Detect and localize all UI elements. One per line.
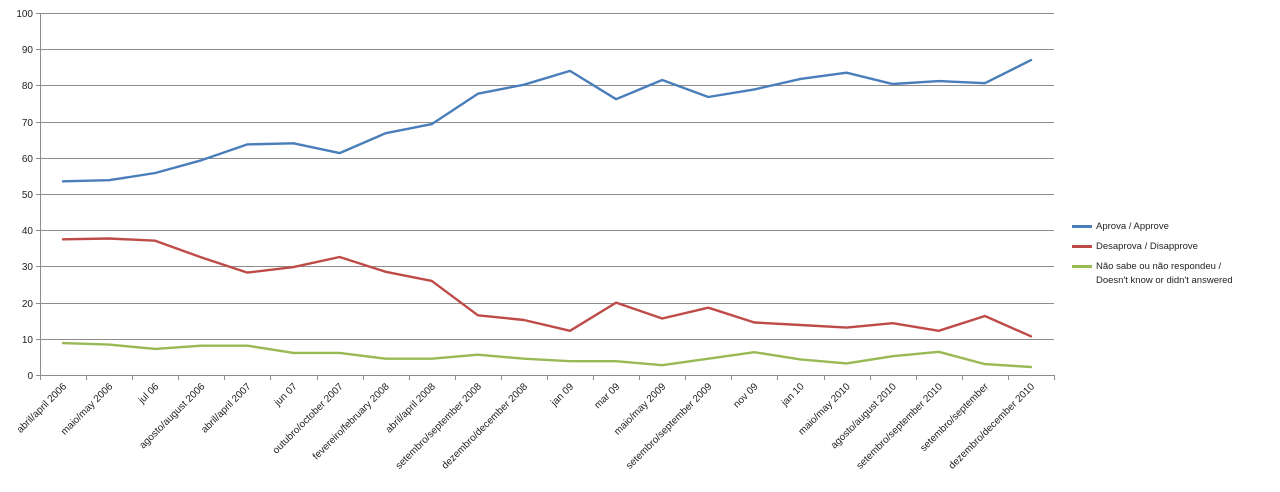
legend-label-dont-know: Não sabe ou não respondeu / Doesn't know… bbox=[1096, 261, 1233, 286]
x-tick-label: setembro/september 2008 bbox=[394, 381, 485, 472]
x-tick-label: dezembro/december 2010 bbox=[947, 381, 1038, 472]
legend-label-approve: Aprova / Approve bbox=[1096, 221, 1169, 232]
series-line-1 bbox=[61, 237, 1033, 338]
y-tick-label: 100 bbox=[16, 9, 33, 20]
y-tick-label: 60 bbox=[22, 154, 34, 165]
legend-item-disapprove: Desaprova / Disapprove bbox=[1072, 240, 1246, 254]
gridlines bbox=[40, 13, 1054, 340]
x-tick-label: dezembro/december 2008 bbox=[440, 381, 531, 472]
y-tick-label: 20 bbox=[22, 299, 34, 310]
x-tick-label: jan 09 bbox=[548, 381, 576, 409]
legend-swatch-approve bbox=[1072, 225, 1092, 228]
x-tick-label: mar 09 bbox=[592, 381, 622, 411]
series-line-0 bbox=[61, 58, 1033, 183]
y-axis-ticks: 0 10 20 30 40 50 60 70 80 90 100 bbox=[16, 9, 40, 382]
legend-item-dont-know: Não sabe ou não respondeu / Doesn't know… bbox=[1072, 260, 1246, 288]
legend-swatch-disapprove bbox=[1072, 245, 1092, 248]
x-tick-label: fevereiro/february 2008 bbox=[311, 381, 392, 462]
x-tick-label: jul 06 bbox=[136, 381, 162, 407]
y-tick-label: 10 bbox=[22, 335, 34, 346]
x-tick-label: jun 07 bbox=[272, 381, 300, 409]
legend-label-disapprove: Desaprova / Disapprove bbox=[1096, 241, 1198, 252]
x-tick-label: setembro/september 2010 bbox=[855, 381, 946, 472]
legend-item-approve: Aprova / Approve bbox=[1072, 220, 1246, 234]
x-tick-label: setembro/september 2009 bbox=[624, 381, 715, 472]
y-tick-label: 30 bbox=[22, 262, 34, 273]
y-tick-label: 80 bbox=[22, 81, 34, 92]
series-line-2 bbox=[61, 341, 1033, 369]
series-lines bbox=[61, 58, 1033, 369]
y-tick-label: 0 bbox=[27, 371, 33, 382]
legend-swatch-dont-know bbox=[1072, 265, 1092, 268]
y-tick-label: 90 bbox=[22, 45, 34, 56]
y-tick-label: 50 bbox=[22, 190, 34, 201]
y-tick-label: 70 bbox=[22, 118, 34, 129]
x-tick-label: abril/april 2007 bbox=[199, 381, 253, 435]
x-tick-label: nov 09 bbox=[732, 381, 761, 410]
x-tick-label: jan 10 bbox=[779, 381, 807, 409]
y-tick-label: 40 bbox=[22, 226, 34, 237]
legend: Aprova / Approve Desaprova / Disapprove … bbox=[1072, 220, 1246, 294]
